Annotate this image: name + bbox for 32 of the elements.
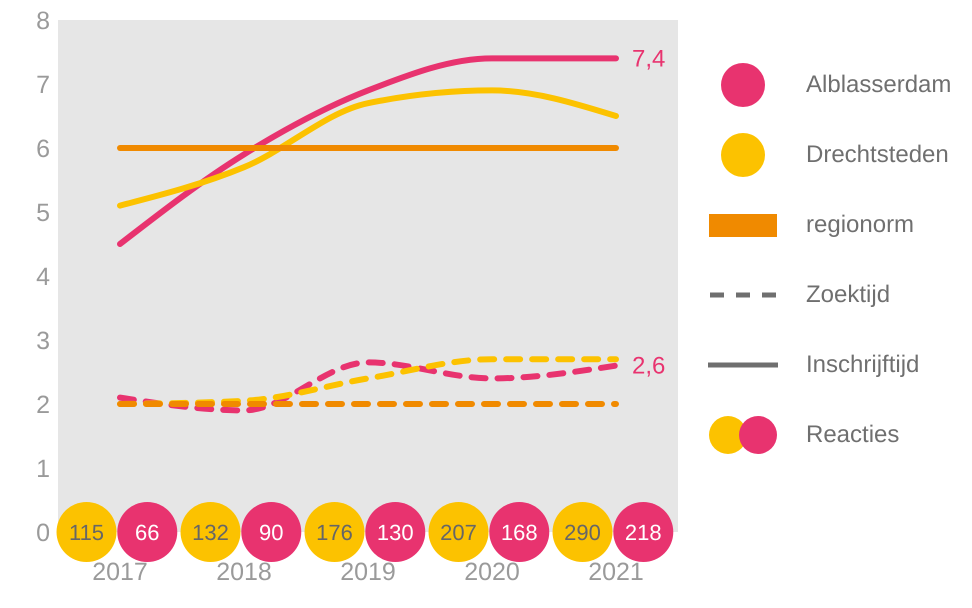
text: Inschrijftijd — [806, 351, 920, 379]
x-tick-label: 2017 — [92, 558, 148, 586]
text: Reacties — [806, 421, 900, 449]
y-tick-label: 6 — [36, 134, 50, 163]
legend-label: Drechtsteden — [806, 141, 949, 169]
annotation: 132 — [192, 520, 229, 545]
x-tick-label: 2019 — [340, 558, 396, 586]
annotation: 176 — [316, 520, 353, 545]
annotation: 290 — [564, 520, 601, 545]
y-tick-label: 7 — [36, 70, 50, 99]
annotation: 115 — [68, 520, 104, 545]
legend-label: regionorm — [806, 211, 914, 239]
annotation: 66 — [135, 520, 160, 545]
annotation: 90 — [259, 520, 284, 545]
y-tick-label: 3 — [36, 326, 50, 355]
x-tick-label: 2021 — [588, 558, 644, 586]
y-tick-label: 4 — [36, 262, 50, 291]
annotation: 130 — [376, 520, 414, 545]
annotation: 218 — [624, 520, 662, 545]
y-tick-label: 0 — [36, 518, 50, 547]
text: Zoektijd — [806, 281, 890, 309]
data-label: 2,6 — [632, 352, 666, 380]
legend-label: Alblasserdam — [806, 71, 952, 99]
annotation: 207 — [440, 520, 477, 545]
x-tick-label: 2018 — [216, 558, 272, 586]
x-tick-label: 2020 — [464, 558, 520, 586]
annotation: 168 — [500, 520, 538, 545]
data-label: 7,4 — [632, 45, 666, 72]
y-tick-label: 5 — [36, 198, 50, 227]
y-tick-label: 2 — [36, 390, 50, 419]
y-tick-label: 8 — [36, 6, 50, 35]
y-tick-label: 1 — [36, 454, 50, 483]
